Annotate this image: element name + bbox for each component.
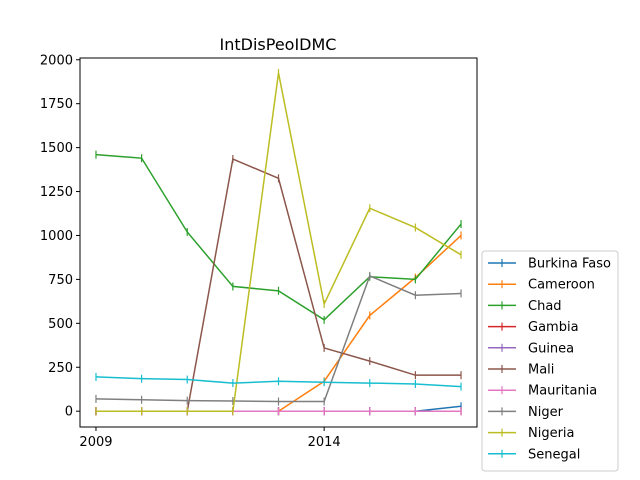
legend-label-burkina-faso: Burkina Faso <box>528 257 611 272</box>
series-cameroon <box>95 231 462 416</box>
legend-label-mali: Mali <box>528 363 554 378</box>
y-axis: 0 250 500 750 1000 1250 1500 1750 2000 <box>40 53 80 420</box>
legend-item-guinea: Guinea <box>488 341 574 356</box>
y-tick-label-1750: 1750 <box>40 97 73 112</box>
legend-item-senegal: Senegal <box>488 447 580 462</box>
legend: Burkina Faso Cameroon Chad Gambia Guinea Mali… <box>481 250 619 472</box>
legend-label-gambia: Gambia <box>528 320 579 335</box>
y-tick-label-500: 500 <box>48 317 73 332</box>
legend-item-mauritania: Mauritania <box>488 384 597 399</box>
series-senegal <box>95 372 462 391</box>
y-tick-label-1500: 1500 <box>40 141 73 156</box>
chart-title: IntDisPeoIDMC <box>220 35 337 54</box>
legend-item-gambia: Gambia <box>488 320 579 335</box>
legend-label-cameroon: Cameroon <box>528 278 595 293</box>
legend-item-niger: Niger <box>488 405 564 420</box>
legend-item-nigeria: Nigeria <box>488 426 575 441</box>
y-tick-label-1000: 1000 <box>40 229 73 244</box>
x-tick-label-2009: 2009 <box>79 435 112 450</box>
legend-item-chad: Chad <box>488 299 562 314</box>
series-chad <box>95 150 462 324</box>
y-tick-label-1250: 1250 <box>40 185 73 200</box>
x-tick-label-2014: 2014 <box>308 435 341 450</box>
legend-item-burkina-faso: Burkina Faso <box>488 257 611 272</box>
legend-label-chad: Chad <box>528 299 562 314</box>
y-tick-label-250: 250 <box>48 361 73 376</box>
legend-label-senegal: Senegal <box>528 447 580 462</box>
legend-label-mauritania: Mauritania <box>528 384 597 399</box>
y-tick-label-2000: 2000 <box>40 53 73 68</box>
plot-area-frame <box>79 57 478 428</box>
series-line-nigeria <box>95 72 462 412</box>
series-niger <box>95 271 462 406</box>
plot-series-group <box>95 68 462 416</box>
y-tick-label-750: 750 <box>48 273 73 288</box>
legend-label-nigeria: Nigeria <box>528 426 575 441</box>
legend-label-niger: Niger <box>528 405 564 420</box>
x-axis: 2009 2014 <box>79 427 341 450</box>
legend-label-guinea: Guinea <box>528 341 574 356</box>
legend-item-cameroon: Cameroon <box>488 278 595 293</box>
legend-item-mali: Mali <box>488 363 554 378</box>
series-nigeria <box>95 68 462 416</box>
y-tick-label-0: 0 <box>65 405 73 420</box>
